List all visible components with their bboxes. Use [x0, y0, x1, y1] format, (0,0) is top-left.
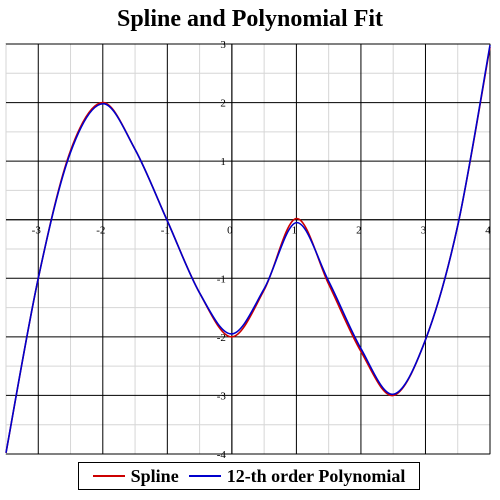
legend-label-spline: Spline: [130, 465, 179, 486]
legend-swatch-spline: [92, 475, 125, 477]
y-tick-label: -3: [217, 390, 227, 402]
legend-label-polynomial: 12-th order Polynomial: [226, 465, 406, 486]
x-tick-label: 2: [356, 225, 362, 237]
x-tick-label: 1: [292, 225, 298, 237]
x-tick-label: 3: [421, 225, 427, 237]
minor-grid: [5, 44, 490, 454]
y-tick-label: -1: [217, 273, 226, 285]
chart-title: Spline and Polynomial Fit: [116, 6, 384, 32]
x-tick-label: -1: [161, 225, 170, 237]
legend-item-spline: Spline: [92, 465, 179, 487]
y-tick-label: -4: [217, 449, 227, 461]
y-tick-label: 3: [220, 39, 226, 51]
x-tick-label: -2: [96, 225, 105, 237]
legend-item-polynomial: 12-th order Polynomial: [188, 465, 406, 487]
y-tick-label: -2: [217, 332, 226, 344]
axes: [6, 44, 490, 454]
series-lines: [5, 45, 491, 453]
y-tick-label: 1: [220, 156, 226, 168]
legend-swatch-polynomial: [188, 475, 221, 477]
x-tick-label: 4: [485, 225, 491, 237]
legend: Spline 12-th order Polynomial: [78, 462, 420, 490]
x-tick-label: -3: [32, 225, 42, 237]
tick-labels: -3 -2 -1 0 1 2 3 4 -4 -3 -2 -1 1 2 3: [32, 39, 492, 461]
y-tick-label: 2: [220, 98, 226, 110]
series-line-polynomial: [5, 45, 491, 453]
x-tick-label: 0: [227, 225, 233, 237]
